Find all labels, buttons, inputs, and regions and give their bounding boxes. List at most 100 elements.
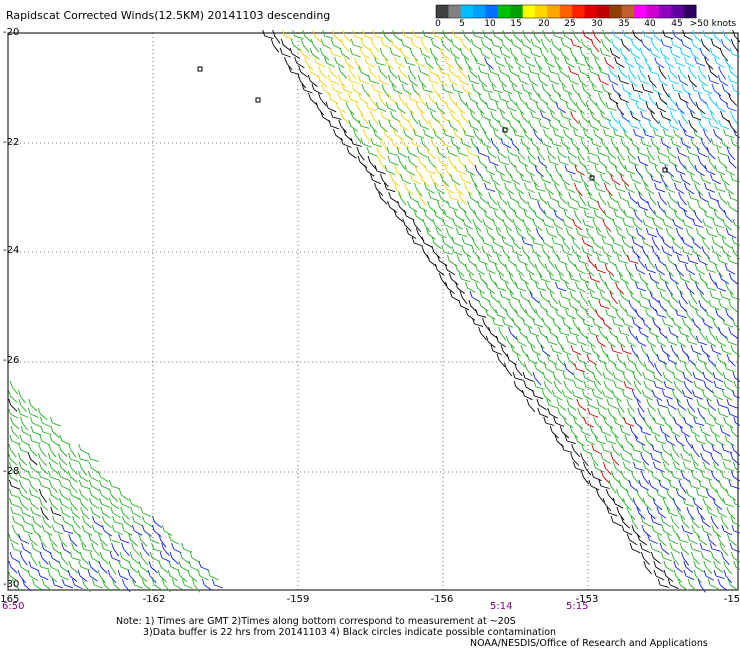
wind-barb: [410, 110, 419, 125]
wind-barb: [350, 137, 362, 147]
wind-barb: [690, 452, 699, 467]
wind-barb: [328, 92, 339, 105]
wind-barb: [78, 470, 89, 482]
wind-barb: [340, 110, 350, 124]
wind-barb: [449, 290, 461, 302]
wind-barb: [540, 137, 552, 148]
wind-barb: [552, 317, 562, 331]
wind-barb: [698, 272, 709, 286]
wind-barb: [171, 578, 183, 590]
wind-barb: [584, 362, 595, 375]
wind-barb: [644, 263, 656, 274]
wind-barb: [603, 209, 615, 221]
wind-barb: [711, 524, 721, 538]
wind-barb: [674, 56, 686, 67]
wind-barb: [467, 155, 478, 168]
wind-barb: [585, 101, 595, 115]
wind-barb: [471, 236, 480, 251]
wind-barb: [697, 155, 707, 170]
wind-barb: [51, 524, 63, 535]
wind-barb: [715, 335, 727, 347]
wind-barb: [592, 317, 603, 329]
wind-barb: [498, 65, 509, 77]
wind-barb: [469, 47, 478, 62]
wind-barb: [270, 38, 280, 53]
wind-barb: [330, 110, 342, 120]
wind-barb: [600, 110, 611, 122]
wind-barb: [58, 479, 70, 491]
wind-barb: [495, 227, 507, 240]
wind-barb: [616, 506, 625, 521]
wind-barb: [570, 344, 582, 356]
wind-barb: [485, 335, 496, 348]
wind-barb: [712, 461, 724, 473]
wind-barb: [731, 83, 740, 95]
wind-barb: [158, 533, 167, 548]
wind-barb: [178, 560, 190, 572]
wind-barb: [580, 344, 592, 356]
wind-barb: [626, 146, 636, 160]
wind-barb: [688, 191, 700, 202]
wind-barb: [516, 254, 528, 266]
wind-barb: [638, 299, 650, 310]
wind-barb: [608, 479, 617, 494]
wind-barb: [576, 398, 587, 411]
wind-barb: [78, 560, 90, 571]
wind-barb: [656, 533, 667, 547]
wind-barb: [638, 92, 649, 103]
wind-barb: [603, 380, 613, 394]
wind-barb: [370, 173, 381, 185]
wind-barb: [573, 128, 585, 139]
wind-barb: [310, 38, 320, 53]
wind-barb: [701, 236, 711, 251]
wind-barb: [535, 335, 545, 349]
wind-barb: [448, 272, 459, 286]
wind-barb: [653, 569, 665, 581]
wind-barb: [620, 38, 631, 52]
wind-barb: [511, 236, 521, 250]
wind-barb: [698, 119, 708, 133]
wind-barb: [730, 173, 740, 183]
wind-barb: [38, 461, 49, 475]
wind-barb: [678, 326, 690, 338]
wind-barb: [532, 371, 542, 386]
wind-barb: [108, 533, 120, 544]
wind-barb: [625, 488, 634, 503]
wind-barb: [560, 110, 572, 121]
legend-swatch: [510, 5, 524, 18]
wind-barb: [574, 56, 586, 66]
wind-barb: [591, 443, 602, 455]
wind-barb: [707, 200, 718, 212]
wind-barb: [451, 83, 463, 94]
wind-barb: [141, 542, 150, 557]
wind-barb: [566, 146, 577, 159]
wind-barb: [638, 326, 649, 338]
wind-barb: [355, 101, 364, 116]
wind-barb: [131, 542, 141, 556]
wind-barb: [720, 515, 729, 530]
wind-barb: [297, 74, 307, 89]
wind-barb: [38, 443, 47, 458]
wind-barb: [690, 551, 701, 565]
wind-barb: [561, 389, 573, 400]
wind-barb: [728, 479, 740, 490]
wind-barb: [584, 56, 594, 70]
wind-barb: [138, 560, 149, 573]
wind-barb: [471, 83, 482, 96]
contamination-mark: [589, 175, 595, 181]
wind-barb: [511, 245, 523, 257]
wind-barb: [424, 56, 434, 69]
wind-barb: [582, 461, 592, 476]
wind-barb: [50, 425, 61, 439]
wind-barb: [686, 533, 698, 545]
wind-barb: [408, 65, 417, 80]
wind-barb: [450, 110, 460, 124]
wind-barb: [39, 434, 51, 446]
wind-barb: [587, 155, 599, 166]
wind-barb: [676, 506, 686, 520]
wind-barb: [681, 83, 692, 96]
wind-barb: [653, 416, 665, 427]
wind-barb: [609, 290, 618, 305]
wind-barb: [682, 29, 693, 41]
wind-barb: [675, 488, 687, 501]
